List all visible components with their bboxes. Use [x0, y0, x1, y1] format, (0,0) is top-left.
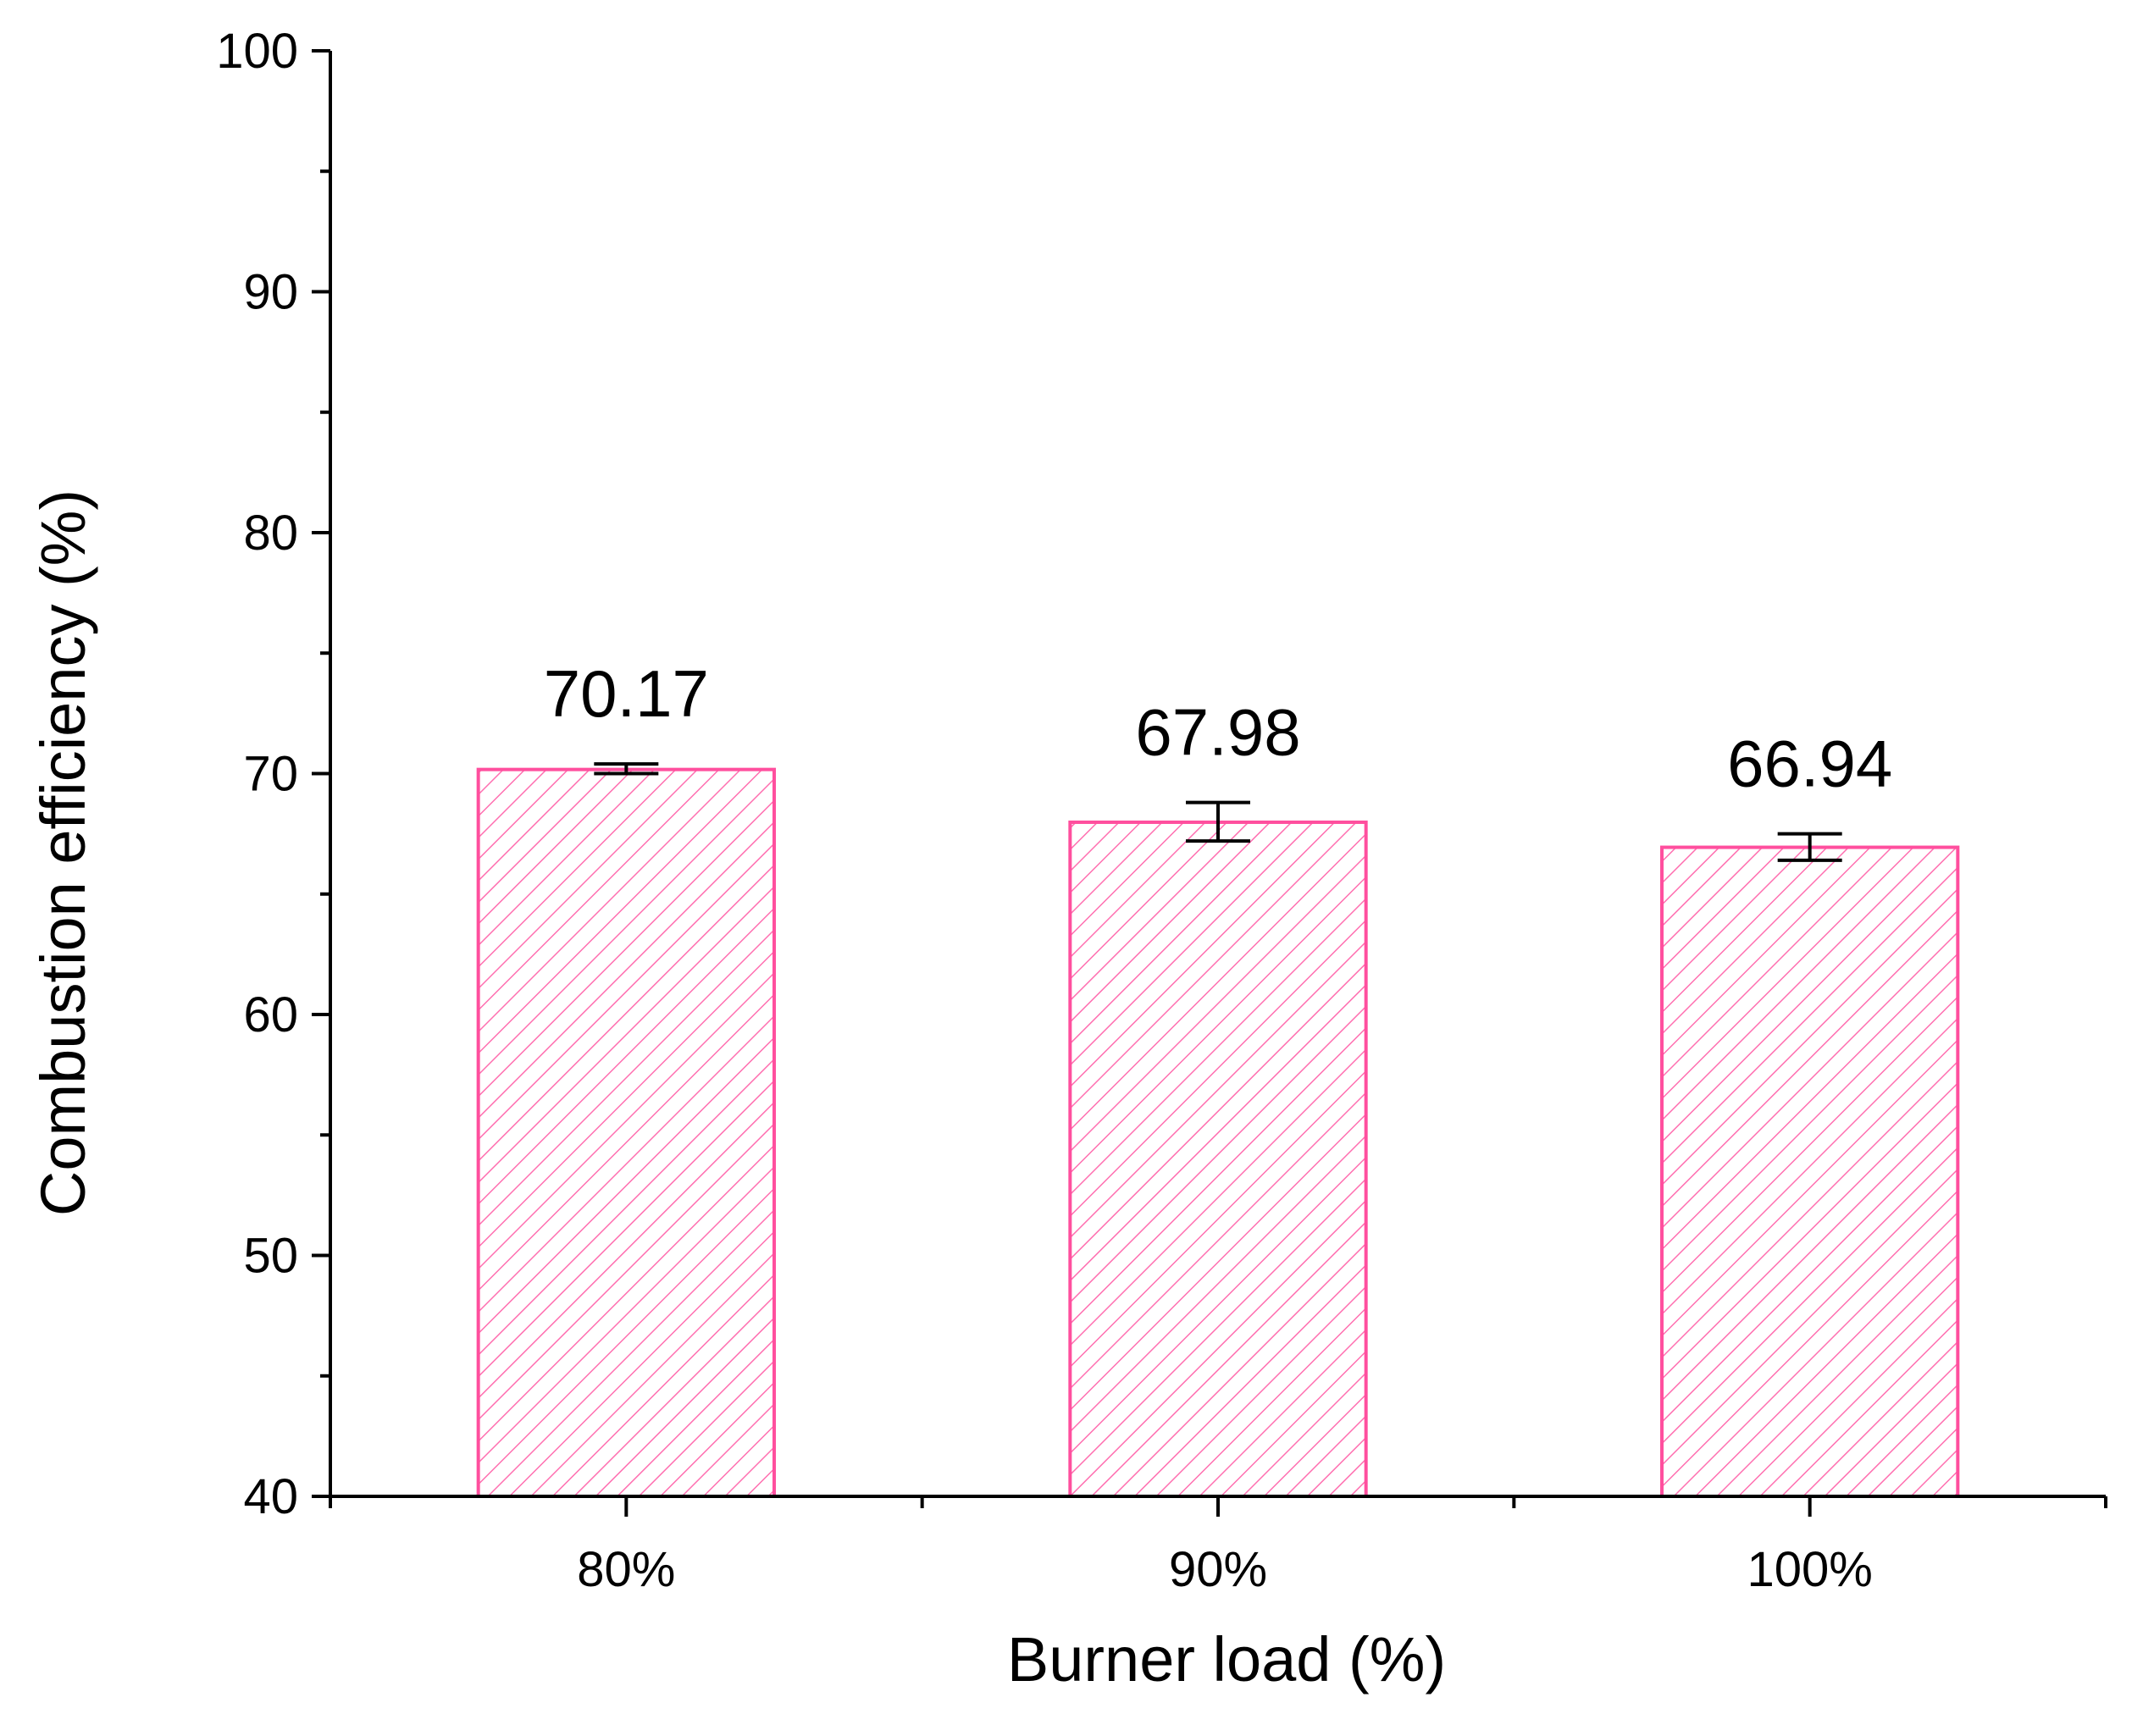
bars-layer — [476, 767, 1960, 1498]
y-tick-label: 60 — [243, 987, 298, 1042]
labels-layer: 40 50 60 70 80 90 100 80% 90% 100% 70.17 67.98 66.94 — [216, 24, 1892, 1597]
y-tick-label: 100 — [216, 24, 298, 79]
data-label: 67.98 — [1135, 695, 1300, 770]
y-tick-label: 70 — [243, 747, 298, 802]
data-label: 70.17 — [544, 656, 709, 731]
x-tick-label: 100% — [1747, 1542, 1872, 1597]
x-tick-label: 80% — [577, 1542, 675, 1597]
bar-100% — [1660, 845, 1960, 1498]
error-bars-layer — [594, 762, 1842, 862]
bar-90% — [1068, 820, 1368, 1498]
axes-layer — [312, 49, 2107, 1517]
x-axis-title: Burner load (%) — [1007, 1624, 1446, 1695]
error-bar-80% — [594, 762, 659, 776]
error-bar-100% — [1777, 832, 1842, 862]
y-tick-label: 40 — [243, 1469, 298, 1524]
bar-80% — [476, 767, 777, 1498]
y-tick-label: 50 — [243, 1229, 298, 1284]
data-label: 66.94 — [1727, 727, 1892, 801]
error-bar-90% — [1186, 800, 1250, 843]
x-tick-label: 90% — [1169, 1542, 1267, 1597]
y-axis-title: Combustion efficiency (%) — [28, 489, 98, 1216]
y-tick-label: 80 — [243, 506, 298, 561]
y-tick-label: 90 — [243, 265, 298, 320]
